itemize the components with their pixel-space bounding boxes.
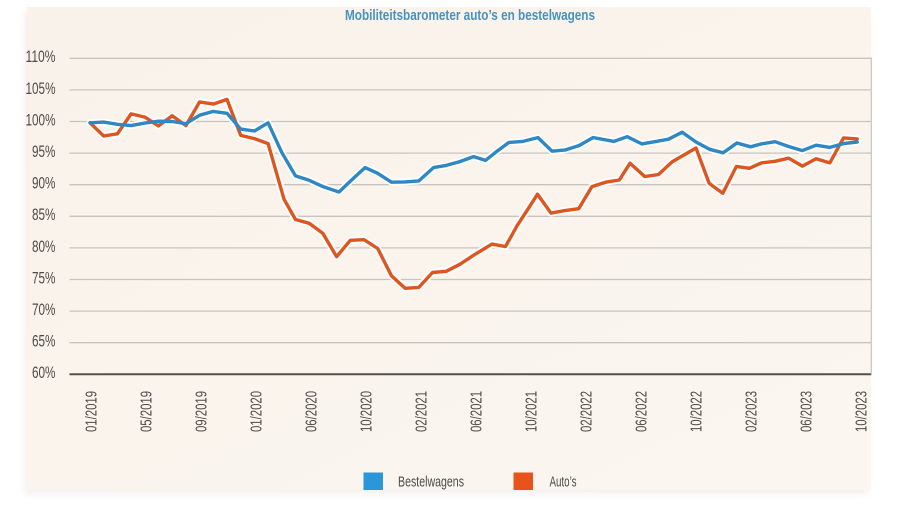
svg-text:95%: 95% (32, 143, 56, 161)
svg-text:Auto’s: Auto’s (550, 474, 577, 491)
svg-text:06/2021: 06/2021 (469, 391, 486, 432)
svg-text:10/2020: 10/2020 (359, 391, 376, 432)
svg-text:01/2019: 01/2019 (84, 391, 101, 432)
svg-text:09/2019: 09/2019 (194, 391, 211, 432)
svg-text:90%: 90% (32, 175, 56, 193)
svg-text:85%: 85% (32, 206, 56, 224)
svg-text:10/2023: 10/2023 (854, 391, 871, 432)
svg-text:06/2020: 06/2020 (304, 391, 321, 432)
svg-text:02/2022: 02/2022 (579, 391, 596, 432)
svg-text:70%: 70% (32, 301, 56, 319)
svg-text:75%: 75% (32, 269, 56, 287)
svg-text:105%: 105% (26, 80, 56, 98)
svg-text:60%: 60% (32, 364, 56, 382)
svg-text:01/2020: 01/2020 (249, 391, 266, 432)
svg-text:Bestelwagens: Bestelwagens (398, 474, 464, 491)
svg-text:06/2022: 06/2022 (634, 391, 651, 432)
svg-text:Mobiliteitsbarometer auto’s en: Mobiliteitsbarometer auto’s en bestelwag… (345, 7, 595, 24)
svg-text:02/2021: 02/2021 (414, 391, 431, 432)
svg-text:10/2022: 10/2022 (689, 391, 706, 432)
svg-text:110%: 110% (26, 48, 56, 66)
svg-text:05/2019: 05/2019 (139, 391, 156, 432)
svg-text:80%: 80% (32, 238, 56, 256)
svg-text:10/2021: 10/2021 (524, 391, 541, 432)
svg-text:65%: 65% (32, 333, 56, 351)
svg-text:100%: 100% (26, 111, 56, 129)
svg-text:06/2023: 06/2023 (799, 391, 816, 432)
svg-text:02/2023: 02/2023 (744, 391, 761, 432)
